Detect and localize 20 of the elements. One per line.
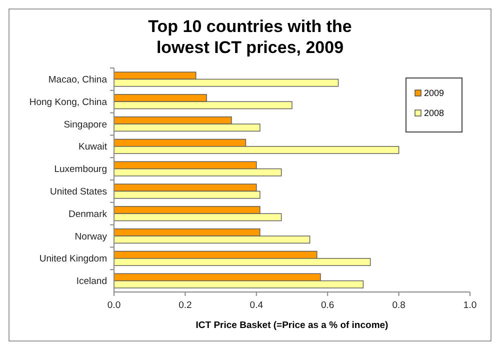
y-tick-label: Denmark: [68, 208, 108, 220]
x-tick-label: 0.4: [250, 300, 264, 311]
y-tick-label: United Kingdom: [39, 254, 108, 265]
x-tick-label: 0.6: [320, 300, 334, 311]
x-tick-label: 1.0: [463, 300, 477, 311]
y-tick-label: Macao, China: [48, 74, 108, 86]
x-tick-label: 0.2: [178, 300, 192, 311]
y-tick-label: Singapore: [64, 119, 107, 130]
x-tick-label: 0.8: [392, 300, 406, 311]
y-tick-label: Kuwait: [78, 142, 108, 153]
chart-title: Top 10 countries with the lowest ICT prices, 2009: [148, 17, 352, 57]
y-tick-label: Iceland: [76, 276, 107, 288]
y-tick-label: Norway: [74, 231, 108, 242]
x-axis-title: ICT Price Basket (=Price as a % of income): [196, 320, 388, 331]
y-tick-label: Hong Kong, China: [29, 96, 108, 108]
legend-label: 2009: [424, 88, 444, 98]
x-tick-label: 0.0: [107, 300, 121, 311]
legend-label: 2008: [424, 108, 444, 118]
y-tick-label: United States: [50, 186, 108, 198]
y-tick-label: Luxembourg: [54, 164, 107, 176]
